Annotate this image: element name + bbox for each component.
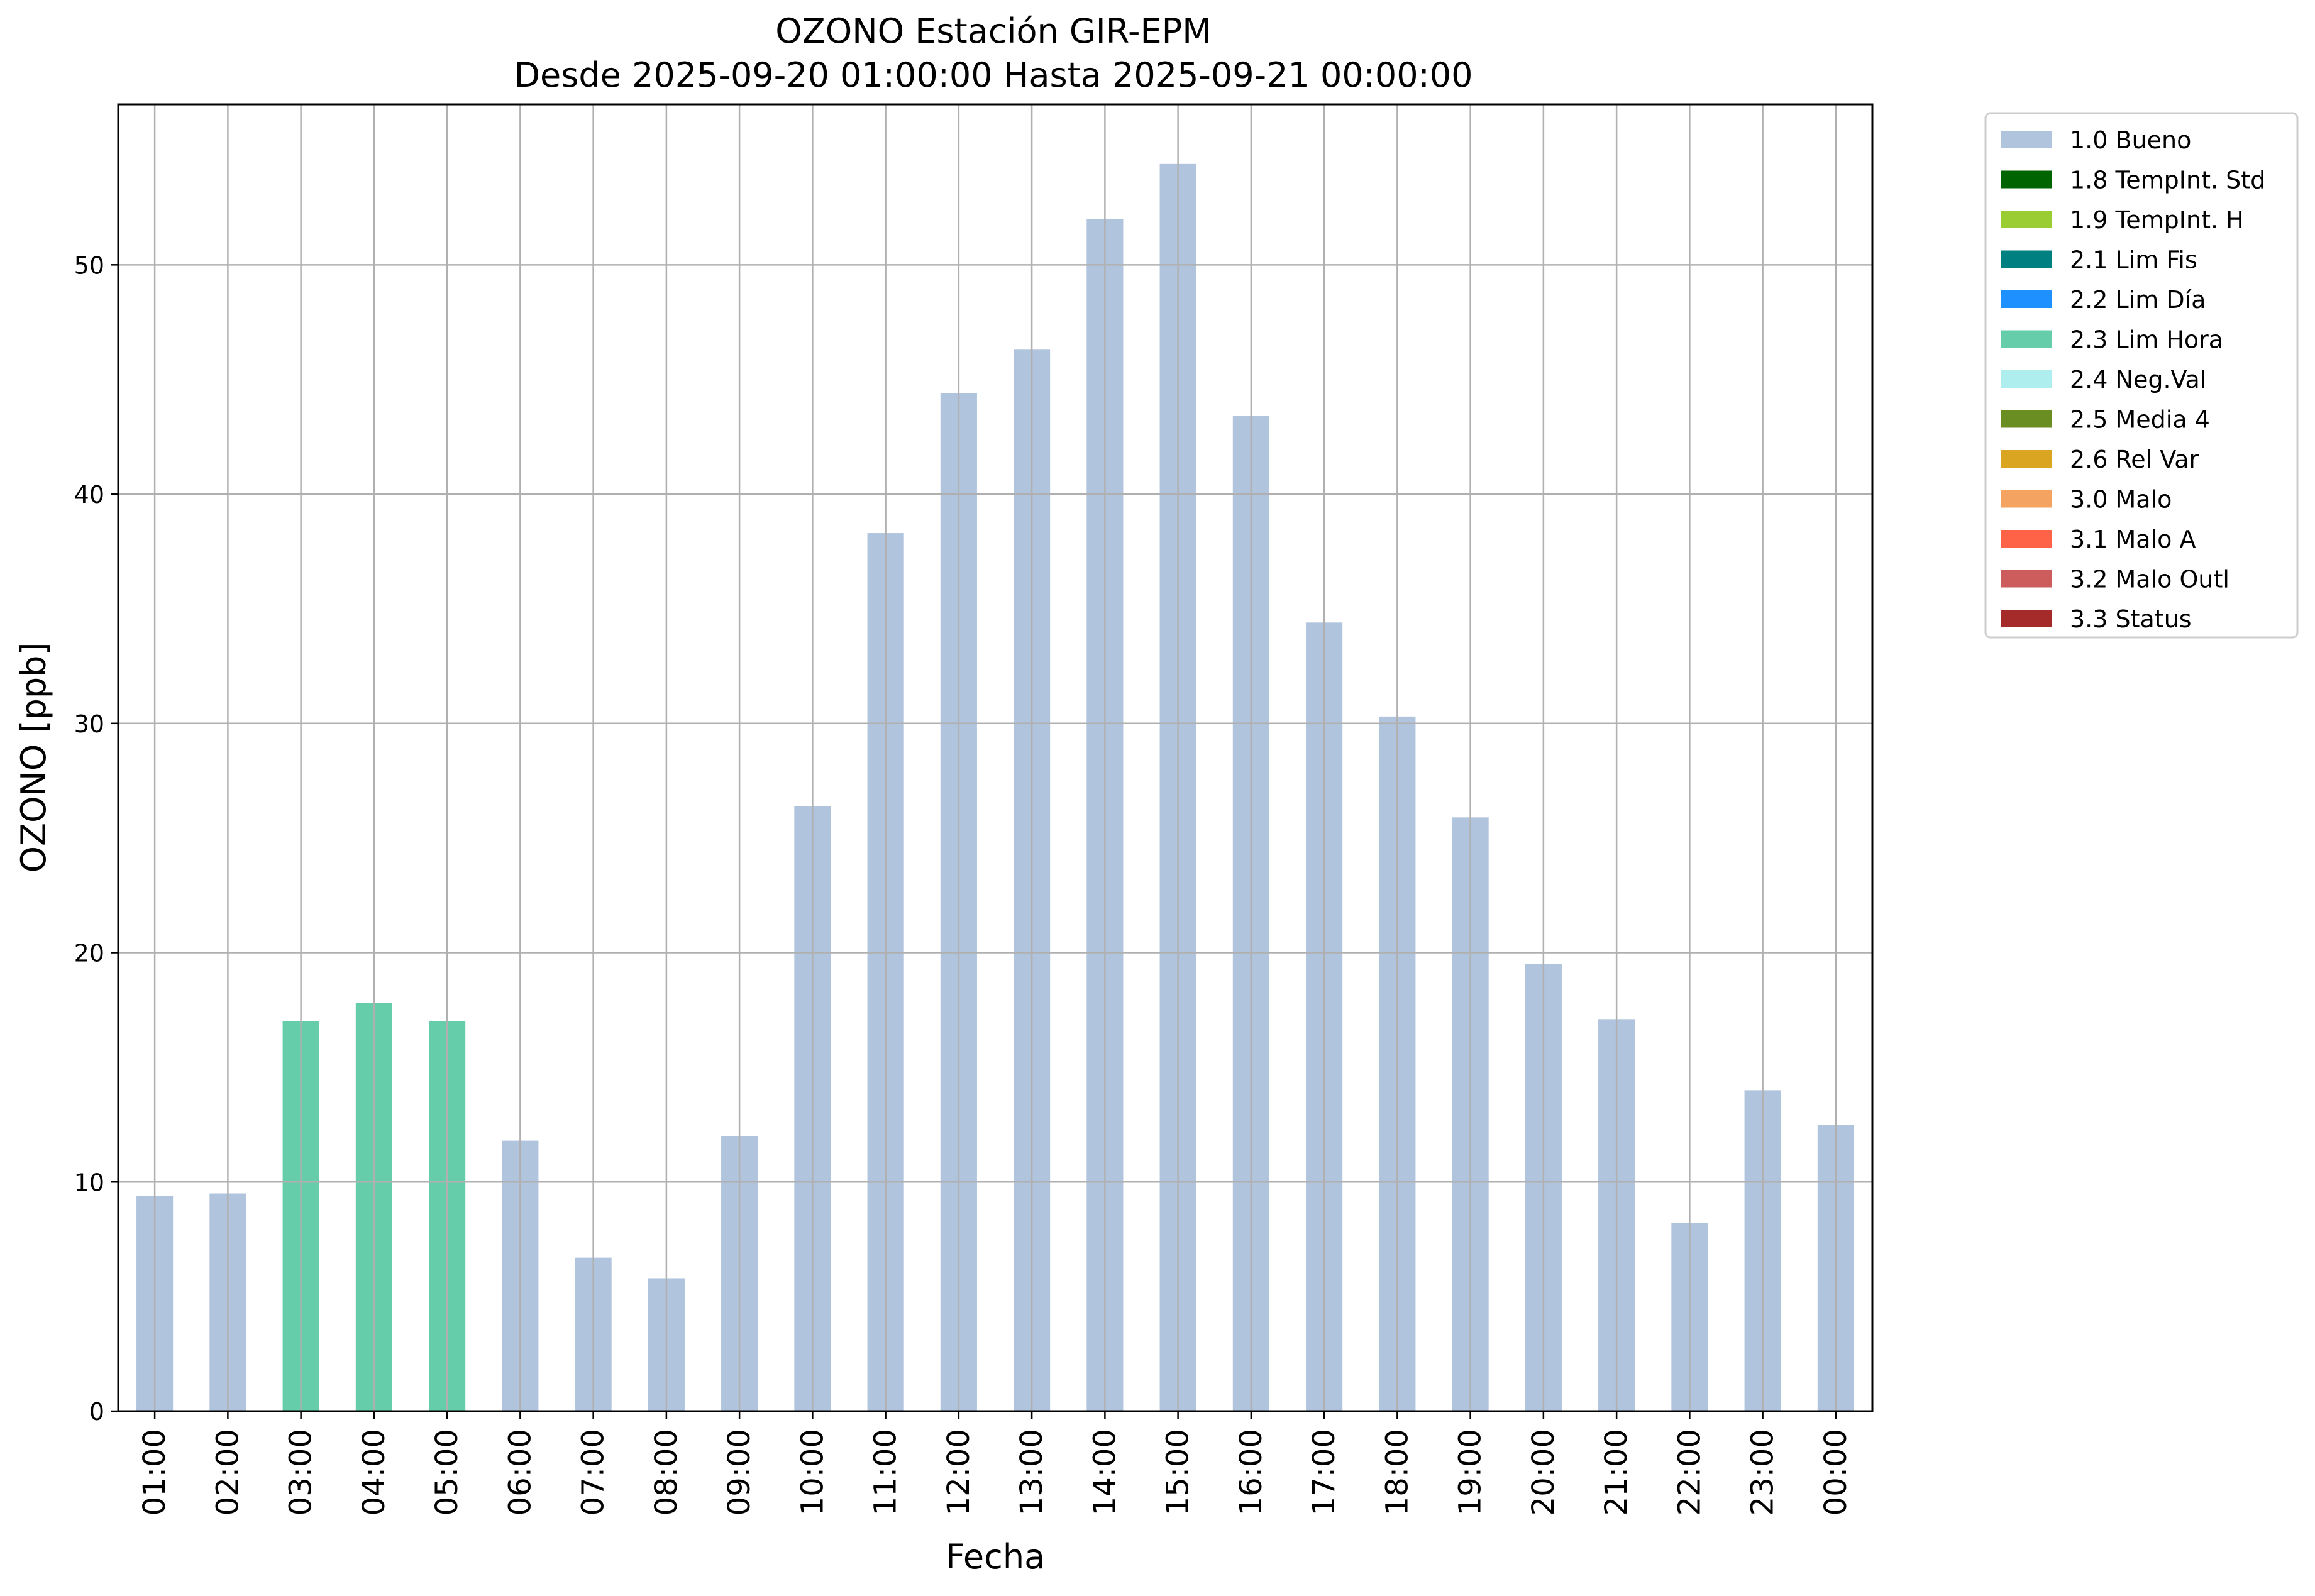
legend-label: 1.8 TempInt. Std xyxy=(2070,167,2265,194)
legend-swatch xyxy=(2001,530,2052,548)
legend-items: 1.0 Bueno 1.8 TempInt. Std 1.9 TempInt. H 2… xyxy=(2001,126,2265,633)
legend-label: 2.5 Media 4 xyxy=(2070,406,2210,434)
legend-label: 2.1 Lim Fis xyxy=(2070,246,2197,274)
x-tick-label: 20:00 xyxy=(1526,1429,1561,1516)
legend-swatch xyxy=(2001,490,2052,508)
legend-label: 3.2 Malo Outl xyxy=(2070,566,2229,593)
x-tick-label: 09:00 xyxy=(722,1429,757,1516)
legend-swatch xyxy=(2001,131,2052,148)
x-tick-label: 16:00 xyxy=(1234,1429,1269,1516)
x-tick-label: 05:00 xyxy=(429,1429,465,1516)
x-tick-label: 21:00 xyxy=(1599,1429,1634,1516)
y-tick-label: 30 xyxy=(74,710,104,738)
legend-swatch xyxy=(2001,450,2052,468)
x-axis-label: Fecha xyxy=(946,1537,1045,1577)
x-axis-ticks: 01:00 02:00 03:00 04:00 05:00 06:00 07:00 08:00… xyxy=(137,1411,1854,1516)
y-axis-label: OZONO [ppb] xyxy=(14,642,53,872)
legend-swatch xyxy=(2001,290,2052,308)
x-tick-label: 11:00 xyxy=(868,1429,903,1516)
x-tick-label: 15:00 xyxy=(1161,1429,1196,1516)
x-tick-label: 00:00 xyxy=(1818,1429,1854,1516)
legend-swatch xyxy=(2001,570,2052,588)
x-tick-label: 19:00 xyxy=(1453,1429,1488,1516)
legend-label: 3.3 Status xyxy=(2070,605,2192,633)
y-tick-label: 0 xyxy=(89,1398,104,1426)
legend-label: 3.1 Malo A xyxy=(2070,526,2196,553)
legend: 1.0 Bueno 1.8 TempInt. Std 1.9 TempInt. H 2… xyxy=(1984,112,2299,639)
plot-frame xyxy=(117,103,1874,1412)
y-tick-label: 20 xyxy=(74,940,104,967)
x-tick-label: 10:00 xyxy=(795,1429,830,1516)
y-tick-label: 10 xyxy=(74,1169,104,1196)
x-tick-label: 22:00 xyxy=(1672,1429,1707,1516)
legend-swatch xyxy=(2001,330,2052,348)
x-tick-label: 04:00 xyxy=(356,1429,392,1516)
x-tick-label: 06:00 xyxy=(502,1429,538,1516)
legend-swatch xyxy=(2001,410,2052,428)
x-tick-label: 14:00 xyxy=(1087,1429,1122,1516)
x-tick-label: 17:00 xyxy=(1307,1429,1342,1516)
legend-swatch xyxy=(2001,610,2052,627)
x-tick-label: 03:00 xyxy=(284,1429,319,1516)
legend-swatch xyxy=(2001,211,2052,228)
legend-label: 2.6 Rel Var xyxy=(2070,446,2199,473)
legend-label: 2.2 Lim Día xyxy=(2070,286,2206,314)
legend-frame xyxy=(1984,112,2299,639)
x-tick-label: 12:00 xyxy=(941,1429,976,1516)
chart-subtitle: Desde 2025-09-20 01:00:00 Hasta 2025-09-… xyxy=(514,55,1472,95)
x-tick-label: 18:00 xyxy=(1379,1429,1415,1516)
legend-label: 1.0 Bueno xyxy=(2070,126,2191,154)
y-tick-label: 40 xyxy=(74,481,104,509)
x-tick-label: 07:00 xyxy=(576,1429,611,1516)
chart-title: OZONO Estación GIR-EPM xyxy=(775,11,1212,51)
legend-swatch xyxy=(2001,170,2052,189)
x-tick-label: 23:00 xyxy=(1745,1429,1781,1516)
legend-label: 3.0 Malo xyxy=(2070,486,2172,514)
x-tick-label: 01:00 xyxy=(137,1429,172,1516)
legend-label: 2.4 Neg.Val xyxy=(2070,366,2206,393)
legend-label: 2.3 Lim Hora xyxy=(2070,326,2223,354)
legend-label: 1.9 TempInt. H xyxy=(2070,206,2244,234)
x-tick-label: 08:00 xyxy=(649,1429,684,1516)
legend-swatch xyxy=(2001,250,2052,268)
x-tick-label: 02:00 xyxy=(210,1429,245,1516)
y-axis-ticks: 0 10 20 30 40 50 xyxy=(74,251,118,1426)
x-tick-label: 13:00 xyxy=(1014,1429,1049,1516)
y-tick-label: 50 xyxy=(74,251,104,279)
legend-swatch xyxy=(2001,370,2052,388)
